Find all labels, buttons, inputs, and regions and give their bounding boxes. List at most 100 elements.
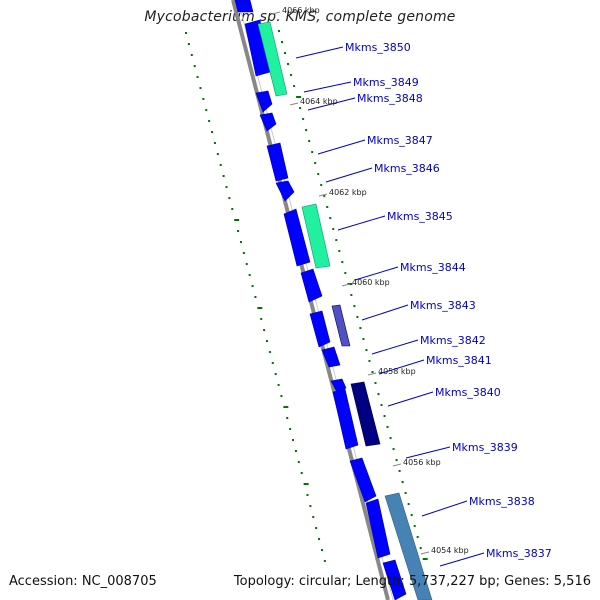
gc-dot — [274, 373, 277, 375]
gc-dot — [277, 384, 280, 386]
gc-dot — [185, 32, 187, 34]
gc-dot — [305, 129, 308, 131]
gc-dot — [211, 131, 214, 133]
gc-dot — [323, 195, 326, 197]
gc-dot — [294, 450, 297, 452]
gene-callout-line — [371, 339, 419, 355]
accession-text: Accession: NC_008705 — [9, 574, 157, 589]
gene-callout-line — [421, 500, 468, 517]
gc-dot — [404, 492, 407, 494]
gc-dot — [398, 470, 401, 472]
gc-dot — [293, 85, 296, 87]
gc-dot — [407, 503, 410, 505]
gene-label: Mkms_3848 — [357, 92, 423, 105]
gc-dot — [237, 230, 240, 232]
tick-label: 4056 kbp — [403, 458, 441, 467]
tick-mark — [318, 193, 328, 197]
feature-navy-3840 — [350, 381, 381, 447]
gc-dot — [356, 316, 359, 318]
gene-callout-line — [303, 81, 352, 93]
gc-dot — [260, 318, 263, 320]
gene-callout-line — [295, 46, 344, 59]
gc-dot — [350, 294, 353, 296]
tick-label: 4064 kbp — [300, 97, 338, 106]
gc-dot — [292, 439, 295, 441]
gene-label: Mkms_3842 — [420, 334, 486, 347]
gc-dot — [419, 547, 422, 549]
topology-text: Topology: circular; Length: 5,737,227 bp… — [233, 574, 591, 589]
gc-dot — [306, 494, 309, 496]
gc-dot — [297, 461, 300, 463]
gene-label: Mkms_3843 — [410, 299, 476, 312]
gene-labels: Mkms_3850 Mkms_3849 Mkms_3848 Mkms_3847 Mkms… — [295, 41, 552, 567]
gene-arrow — [382, 559, 407, 600]
gc-dot — [248, 274, 251, 276]
gene-callout-line — [354, 266, 399, 281]
gc-dot — [309, 505, 312, 507]
gc-dot — [286, 417, 289, 419]
gene-arrow — [309, 310, 331, 348]
gene-arrow — [332, 388, 359, 450]
gc-dot — [392, 448, 395, 450]
gc-dot — [257, 307, 263, 309]
gc-dot — [300, 472, 303, 474]
map-title: Mycobacterium sp. KMS, complete genome — [144, 9, 456, 25]
tick-mark — [367, 372, 377, 376]
gene-callout-line — [325, 167, 373, 183]
gc-dot — [193, 65, 196, 67]
gc-dot — [362, 338, 365, 340]
gc-dot — [283, 406, 289, 408]
gene-label: Mkms_3838 — [469, 495, 535, 508]
tick-label: 4058 kbp — [378, 367, 416, 376]
gc-dot — [422, 558, 428, 560]
gc-dot — [216, 153, 219, 155]
gc-dot — [318, 538, 321, 540]
gc-dot — [222, 175, 225, 177]
gc-dot — [315, 527, 318, 529]
gene-callout-line — [405, 446, 451, 459]
tick-mark — [420, 551, 430, 555]
gc-dot — [303, 483, 309, 485]
gc-dot — [278, 30, 280, 32]
gc-dot — [190, 54, 193, 56]
gc-dot — [353, 305, 356, 307]
gc-dot — [290, 74, 293, 76]
coordinate-ticks: 4066 kbp 4064 kbp 4062 kbp 4060 kbp 4058 kbp… — [271, 6, 469, 555]
gene-arrow — [259, 112, 277, 132]
gc-dot — [314, 162, 317, 164]
gc-dot — [332, 228, 335, 230]
tick-label: 4066 kbp — [282, 6, 320, 15]
gc-dot — [341, 261, 344, 263]
gene-arrow — [365, 498, 391, 559]
tick-mark — [392, 463, 402, 467]
gc-dot — [245, 263, 248, 265]
gene-callout-line — [307, 97, 356, 111]
gc-dot — [219, 164, 222, 166]
gc-dot — [410, 514, 413, 516]
tick-mark — [289, 102, 299, 106]
gc-dot — [263, 329, 266, 331]
gene-arrow — [255, 90, 273, 113]
gc-dot — [299, 107, 302, 109]
feature-steel-3838 — [384, 492, 433, 600]
gene-label: Mkms_3837 — [486, 547, 552, 560]
gene-arrow — [266, 142, 289, 182]
gc-dot — [365, 349, 368, 351]
gene-arrow — [275, 180, 295, 202]
gc-content-track — [185, 30, 428, 562]
gc-dot — [234, 219, 240, 221]
gene-callout-line — [378, 359, 425, 375]
gene-label: Mkms_3847 — [367, 134, 433, 147]
gc-dot — [326, 206, 329, 208]
gc-dot — [225, 186, 228, 188]
gc-dot — [371, 371, 374, 373]
gc-dot — [380, 404, 383, 406]
gc-dot — [242, 252, 245, 254]
gc-dot — [280, 395, 283, 397]
gene-callout-line — [387, 391, 434, 407]
gc-dot — [302, 118, 305, 120]
gc-dot — [208, 120, 211, 122]
gene-label: Mkms_3841 — [426, 354, 492, 367]
gc-dot — [416, 536, 419, 538]
